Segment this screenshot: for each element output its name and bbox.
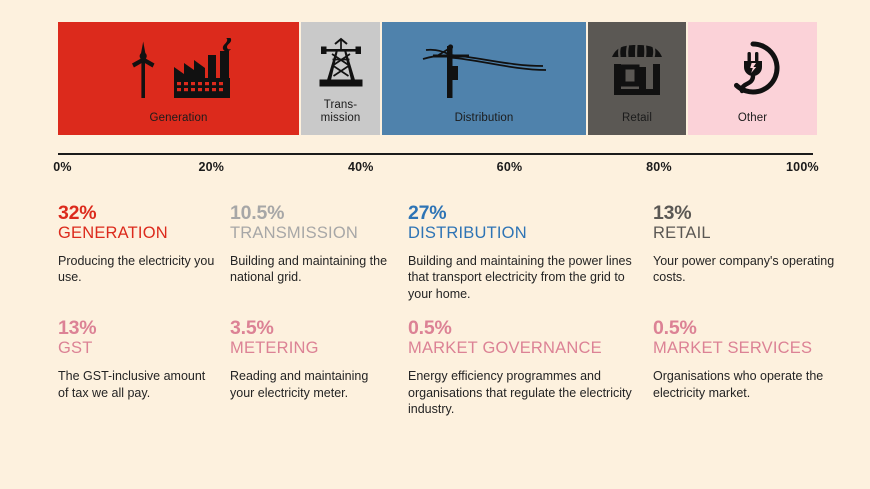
bar-segment-other[interactable]: Other (688, 22, 817, 135)
detail-pct-market-services: 0.5% (653, 317, 697, 340)
detail-description-transmission: Building and maintaining the national gr… (230, 253, 388, 285)
detail-pct-generation: 32% (58, 202, 97, 224)
detail-category-market-governance: MARKET GOVERNANCE (408, 339, 602, 358)
detail-item-metering: 3.5% METERING Reading and maintaining yo… (230, 318, 408, 417)
detail-category-metering: METERING (230, 339, 319, 358)
percentage-axis: 0% 20% 40% 60% 80% 100% (53, 153, 819, 183)
stacked-bar-chart: Generation (58, 22, 817, 135)
axis-tick-80: 80% (646, 160, 672, 174)
power-pole-icon (382, 22, 586, 112)
bar-segment-retail[interactable]: Retail (588, 22, 686, 135)
row-spacer (0, 203, 58, 302)
detail-category-market-services: MARKET SERVICES (653, 339, 813, 358)
detail-pct-market-governance: 0.5% (408, 317, 452, 340)
wind-turbine-factory-icon (58, 22, 299, 112)
detail-row-primary: 32% GENERATION Producing the electricity… (0, 202, 870, 302)
bar-segment-label-other: Other (737, 112, 768, 125)
axis-tick-40: 40% (347, 160, 374, 174)
bar-segment-transmission[interactable]: Trans-mission (301, 22, 380, 135)
detail-item-distribution: 27% DISTRIBUTION Building and maintainin… (408, 202, 653, 302)
detail-description-market-services: Organisations who operate the electricit… (653, 368, 824, 400)
detail-item-market-services: 0.5% MARKET SERVICES Organisations who o… (653, 318, 870, 417)
axis-line (58, 153, 813, 155)
pylon-icon (301, 22, 380, 99)
detail-pct-gst: 13% (58, 317, 97, 340)
axis-tick-100: 100% (786, 160, 819, 174)
axis-tick-0: 0% (53, 160, 72, 174)
detail-item-gst: 13% GST The GST-inclusive amount of tax … (58, 318, 230, 417)
label-line-2: mission (320, 112, 361, 125)
bar-segment-generation[interactable]: Generation (58, 22, 299, 135)
detail-item-generation: 32% GENERATION Producing the electricity… (58, 202, 230, 302)
detail-pct-retail: 13% (653, 202, 692, 224)
bar-segment-label-retail: Retail (621, 112, 652, 125)
detail-row-secondary: 13% GST The GST-inclusive amount of tax … (0, 318, 870, 417)
label-line-1: Trans- (323, 99, 358, 112)
detail-item-market-governance: 0.5% MARKET GOVERNANCE Energy efficiency… (408, 318, 653, 417)
detail-item-retail: 13% RETAIL Your power company's operatin… (653, 202, 870, 302)
detail-description-gst: The GST-inclusive amount of tax we all p… (58, 368, 206, 400)
detail-description-distribution: Building and maintaining the power lines… (408, 253, 632, 301)
bar-segment-label-distribution: Distribution (454, 112, 514, 125)
shop-icon (588, 22, 686, 112)
detail-description-generation: Producing the electricity you use. (58, 253, 215, 285)
detail-category-transmission: TRANSMISSION (230, 224, 358, 243)
axis-tick-60: 60% (496, 160, 523, 174)
detail-description-metering: Reading and maintaining your electricity… (230, 368, 369, 400)
detail-category-generation: GENERATION (58, 224, 168, 243)
detail-pct-distribution: 27% (408, 202, 447, 224)
detail-category-gst: GST (58, 339, 93, 358)
detail-category-distribution: DISTRIBUTION (408, 224, 527, 243)
row-spacer (0, 318, 58, 417)
detail-category-retail: RETAIL (653, 224, 711, 243)
bar-segment-label-generation: Generation (149, 112, 208, 125)
bar-segment-label-transmission: Trans-mission (321, 99, 361, 135)
detail-item-transmission: 10.5% TRANSMISSION Building and maintain… (230, 202, 408, 302)
detail-description-retail: Your power company's operating costs. (653, 253, 835, 285)
axis-tick-20: 20% (198, 160, 225, 174)
bar-segment-distribution[interactable]: Distribution (382, 22, 586, 135)
detail-pct-transmission: 10.5% (230, 202, 285, 224)
cost-breakdown-details: 32% GENERATION Producing the electricity… (0, 202, 870, 418)
plug-icon (688, 22, 817, 112)
detail-pct-metering: 3.5% (230, 317, 274, 340)
detail-description-market-governance: Energy efficiency programmes and organis… (408, 368, 632, 417)
